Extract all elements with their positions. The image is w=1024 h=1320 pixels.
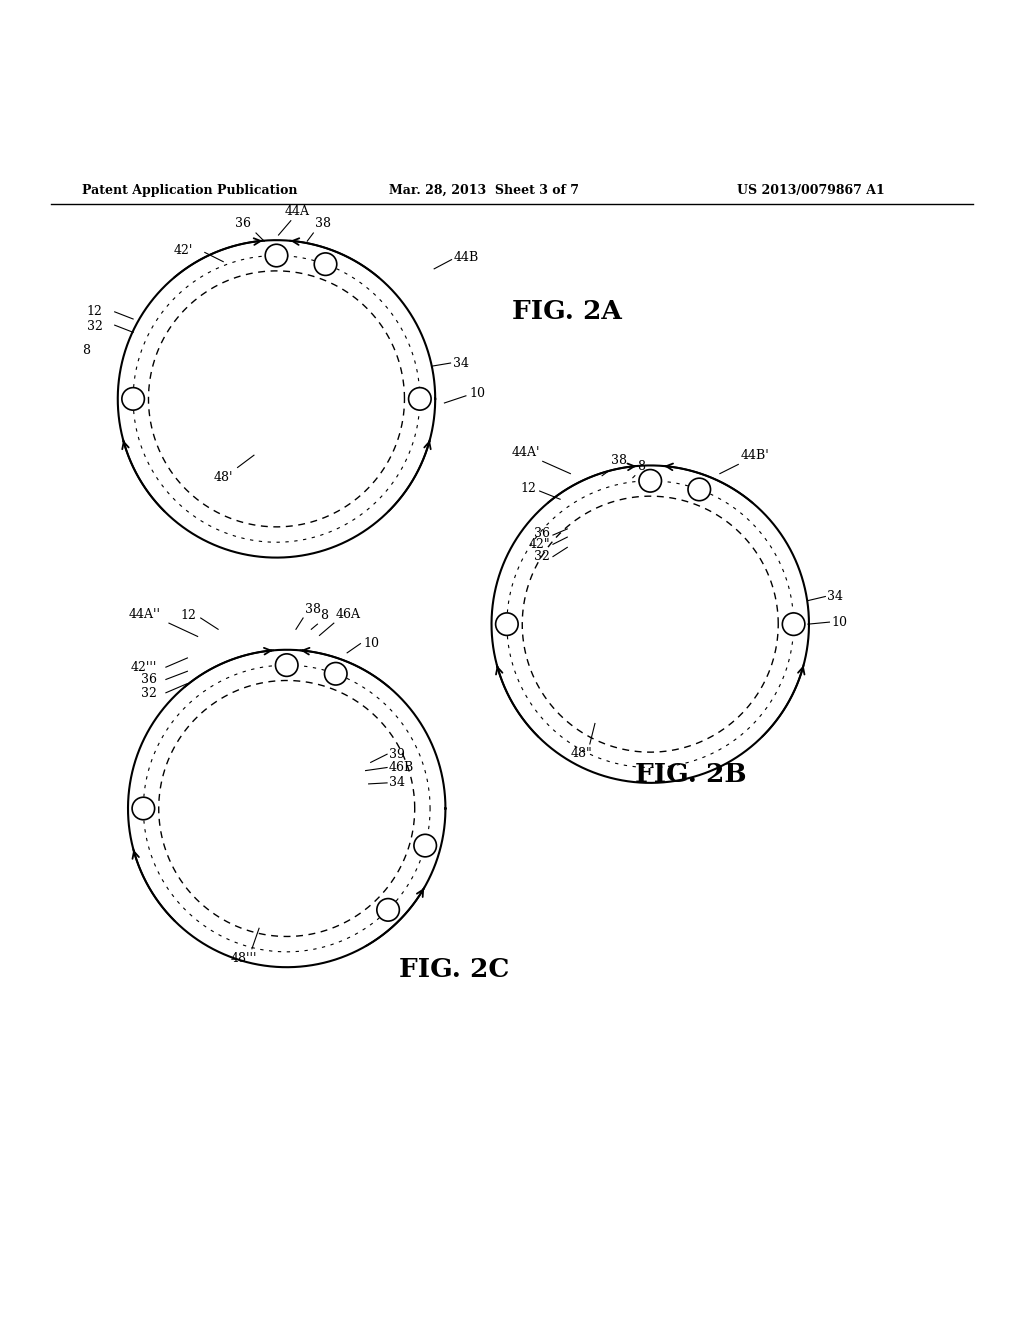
Circle shape bbox=[275, 653, 298, 676]
Text: 42''': 42''' bbox=[130, 661, 157, 673]
Text: 38: 38 bbox=[305, 603, 322, 616]
Text: 46B: 46B bbox=[389, 762, 415, 774]
Text: 36: 36 bbox=[234, 216, 251, 230]
Text: 10: 10 bbox=[831, 615, 848, 628]
Text: 12: 12 bbox=[180, 610, 197, 623]
Circle shape bbox=[132, 797, 155, 820]
Circle shape bbox=[496, 612, 518, 635]
Text: 42': 42' bbox=[173, 244, 193, 257]
Circle shape bbox=[265, 244, 288, 267]
Text: 32: 32 bbox=[534, 550, 550, 564]
Circle shape bbox=[314, 253, 337, 276]
Text: 44A: 44A bbox=[285, 205, 309, 218]
Text: 34: 34 bbox=[389, 776, 406, 789]
Text: 10: 10 bbox=[469, 387, 485, 400]
Text: FIG. 2C: FIG. 2C bbox=[399, 957, 510, 982]
Text: 38: 38 bbox=[315, 216, 332, 230]
Circle shape bbox=[782, 612, 805, 635]
Text: 44B': 44B' bbox=[740, 449, 769, 462]
Text: US 2013/0079867 A1: US 2013/0079867 A1 bbox=[737, 183, 885, 197]
Text: 44B: 44B bbox=[454, 251, 479, 264]
Text: Patent Application Publication: Patent Application Publication bbox=[82, 183, 297, 197]
Text: 48': 48' bbox=[213, 470, 233, 483]
Text: 8: 8 bbox=[637, 459, 645, 473]
Text: 36: 36 bbox=[140, 673, 157, 686]
Text: 38: 38 bbox=[611, 454, 628, 467]
Text: 48": 48" bbox=[570, 747, 593, 760]
Text: 39: 39 bbox=[389, 747, 406, 760]
Circle shape bbox=[639, 470, 662, 492]
Circle shape bbox=[122, 388, 144, 411]
Text: 34: 34 bbox=[453, 356, 469, 370]
Circle shape bbox=[409, 388, 431, 411]
Circle shape bbox=[377, 899, 399, 921]
Text: Mar. 28, 2013  Sheet 3 of 7: Mar. 28, 2013 Sheet 3 of 7 bbox=[389, 183, 580, 197]
Circle shape bbox=[688, 478, 711, 500]
Text: 46A: 46A bbox=[336, 609, 360, 622]
Text: 12: 12 bbox=[520, 483, 537, 495]
Text: FIG. 2A: FIG. 2A bbox=[512, 300, 622, 325]
Text: 32: 32 bbox=[86, 319, 102, 333]
Text: 44A'': 44A'' bbox=[129, 609, 161, 622]
Circle shape bbox=[325, 663, 347, 685]
Text: 44A': 44A' bbox=[511, 446, 540, 459]
Text: 48''': 48''' bbox=[230, 952, 257, 965]
Text: 32: 32 bbox=[140, 688, 157, 701]
Text: 12: 12 bbox=[86, 305, 102, 318]
Text: 36: 36 bbox=[534, 527, 550, 540]
Text: 10: 10 bbox=[364, 638, 380, 651]
Circle shape bbox=[414, 834, 436, 857]
Text: 34: 34 bbox=[827, 590, 844, 603]
Text: 8: 8 bbox=[82, 345, 90, 358]
Text: 8: 8 bbox=[321, 609, 329, 622]
Text: 42": 42" bbox=[528, 537, 550, 550]
Text: FIG. 2B: FIG. 2B bbox=[635, 762, 746, 787]
